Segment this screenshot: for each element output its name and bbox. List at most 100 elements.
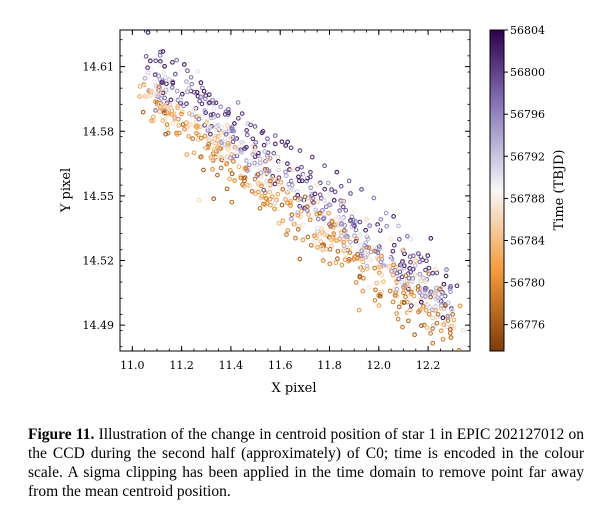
data-point	[326, 202, 332, 207]
data-point	[255, 171, 261, 177]
data-point	[348, 218, 353, 223]
data-point	[208, 112, 214, 118]
data-point	[410, 253, 416, 259]
data-point	[194, 89, 200, 95]
data-point	[194, 131, 199, 136]
data-point	[289, 212, 295, 218]
x-tick-label: 11.4	[219, 359, 244, 372]
data-point	[196, 197, 202, 203]
data-point	[238, 149, 244, 155]
data-point	[447, 314, 453, 319]
data-point	[391, 242, 397, 248]
data-point	[328, 237, 334, 243]
data-point	[445, 300, 451, 306]
y-tick-label: 14.52	[83, 255, 115, 268]
data-point	[314, 182, 320, 188]
data-point	[368, 249, 374, 255]
data-point	[406, 285, 412, 290]
data-point	[308, 169, 313, 175]
data-point	[162, 63, 167, 69]
data-point	[157, 90, 162, 95]
colorbar	[489, 29, 505, 352]
data-point	[428, 294, 433, 300]
y-tick-label: 14.55	[83, 190, 115, 203]
data-point	[174, 57, 180, 63]
data-point	[202, 133, 208, 139]
data-point	[157, 63, 162, 68]
data-point	[299, 164, 304, 170]
data-point	[453, 361, 457, 365]
data-point	[211, 196, 217, 202]
data-point	[374, 280, 380, 286]
data-point	[305, 234, 311, 240]
data-point	[295, 166, 300, 172]
data-point	[230, 134, 236, 140]
data-point	[417, 290, 422, 295]
data-point	[295, 213, 301, 218]
data-point	[298, 209, 304, 214]
data-point	[407, 312, 413, 318]
data-point	[300, 186, 306, 192]
data-point	[315, 225, 320, 231]
data-point	[430, 315, 435, 321]
data-point	[145, 30, 151, 35]
data-point	[360, 288, 366, 294]
data-point	[213, 133, 219, 139]
data-point	[322, 198, 327, 203]
data-point	[279, 139, 285, 145]
y-axis-label: Y pixel	[59, 168, 74, 213]
data-point	[255, 150, 261, 156]
data-point	[338, 222, 344, 227]
colorbar-tick-label: 56800	[510, 66, 545, 79]
data-point	[441, 281, 447, 287]
data-point	[170, 79, 176, 85]
data-point	[335, 256, 340, 261]
data-point	[292, 195, 298, 201]
data-point	[420, 251, 426, 257]
colorbar-tick-label: 56792	[510, 150, 545, 163]
data-point	[218, 146, 224, 151]
data-point	[290, 167, 295, 173]
data-point	[169, 112, 174, 117]
data-point	[352, 233, 357, 239]
data-point	[301, 222, 306, 227]
data-point	[327, 191, 332, 197]
data-point	[142, 83, 147, 89]
data-point	[323, 204, 329, 210]
data-point	[148, 58, 153, 64]
data-point	[274, 176, 280, 182]
data-point	[285, 187, 291, 192]
data-point	[296, 174, 301, 180]
data-point	[247, 158, 253, 164]
data-point	[438, 328, 444, 334]
data-point	[315, 199, 321, 205]
data-point	[229, 199, 235, 205]
data-point	[257, 156, 263, 162]
data-point	[376, 264, 381, 270]
data-point	[445, 313, 451, 319]
data-point	[355, 251, 360, 257]
data-point	[208, 131, 213, 137]
data-point	[358, 258, 364, 264]
data-point	[283, 143, 289, 148]
data-point	[330, 224, 336, 230]
data-point	[285, 139, 290, 145]
data-point	[211, 115, 217, 120]
data-point	[353, 219, 358, 224]
data-point	[261, 142, 267, 148]
data-point	[334, 169, 340, 175]
data-point	[339, 262, 345, 268]
data-point	[436, 299, 442, 304]
data-point	[409, 279, 415, 285]
y-tick-label: 14.58	[83, 125, 115, 138]
data-point	[212, 142, 217, 148]
data-point	[396, 223, 401, 229]
data-point	[413, 301, 419, 307]
data-point	[320, 258, 326, 263]
data-point	[364, 234, 370, 240]
data-point	[322, 231, 327, 237]
data-point	[208, 154, 214, 160]
data-point	[312, 191, 318, 197]
data-point	[161, 70, 167, 75]
data-point	[428, 236, 434, 241]
